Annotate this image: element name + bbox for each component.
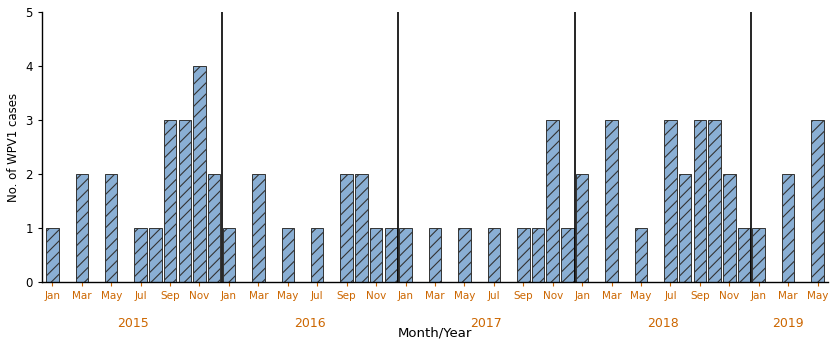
Bar bbox=[722, 174, 735, 282]
Bar bbox=[46, 228, 59, 282]
Bar bbox=[149, 228, 161, 282]
Bar bbox=[104, 174, 117, 282]
Bar bbox=[487, 228, 499, 282]
Bar bbox=[810, 120, 823, 282]
Bar bbox=[193, 66, 206, 282]
Bar bbox=[311, 228, 323, 282]
Y-axis label: No. of WPV1 cases: No. of WPV1 cases bbox=[7, 92, 20, 202]
Bar bbox=[604, 120, 617, 282]
Bar bbox=[135, 228, 146, 282]
Bar bbox=[737, 228, 749, 282]
Bar bbox=[207, 174, 220, 282]
Bar bbox=[340, 174, 353, 282]
Bar bbox=[222, 228, 235, 282]
Bar bbox=[457, 228, 470, 282]
Bar bbox=[634, 228, 646, 282]
Bar bbox=[354, 174, 367, 282]
Bar bbox=[693, 120, 706, 282]
Bar bbox=[663, 120, 675, 282]
Bar bbox=[575, 174, 588, 282]
Bar bbox=[164, 120, 176, 282]
Bar bbox=[75, 174, 88, 282]
Bar bbox=[428, 228, 441, 282]
X-axis label: Month/Year: Month/Year bbox=[397, 326, 472, 339]
Bar bbox=[517, 228, 529, 282]
Bar bbox=[752, 228, 764, 282]
Bar bbox=[546, 120, 558, 282]
Bar bbox=[678, 174, 691, 282]
Bar bbox=[531, 228, 543, 282]
Bar bbox=[281, 228, 293, 282]
Bar bbox=[560, 228, 573, 282]
Bar bbox=[707, 120, 720, 282]
Bar bbox=[384, 228, 396, 282]
Bar bbox=[781, 174, 793, 282]
Bar bbox=[252, 174, 264, 282]
Bar bbox=[178, 120, 191, 282]
Bar bbox=[399, 228, 411, 282]
Bar bbox=[370, 228, 382, 282]
